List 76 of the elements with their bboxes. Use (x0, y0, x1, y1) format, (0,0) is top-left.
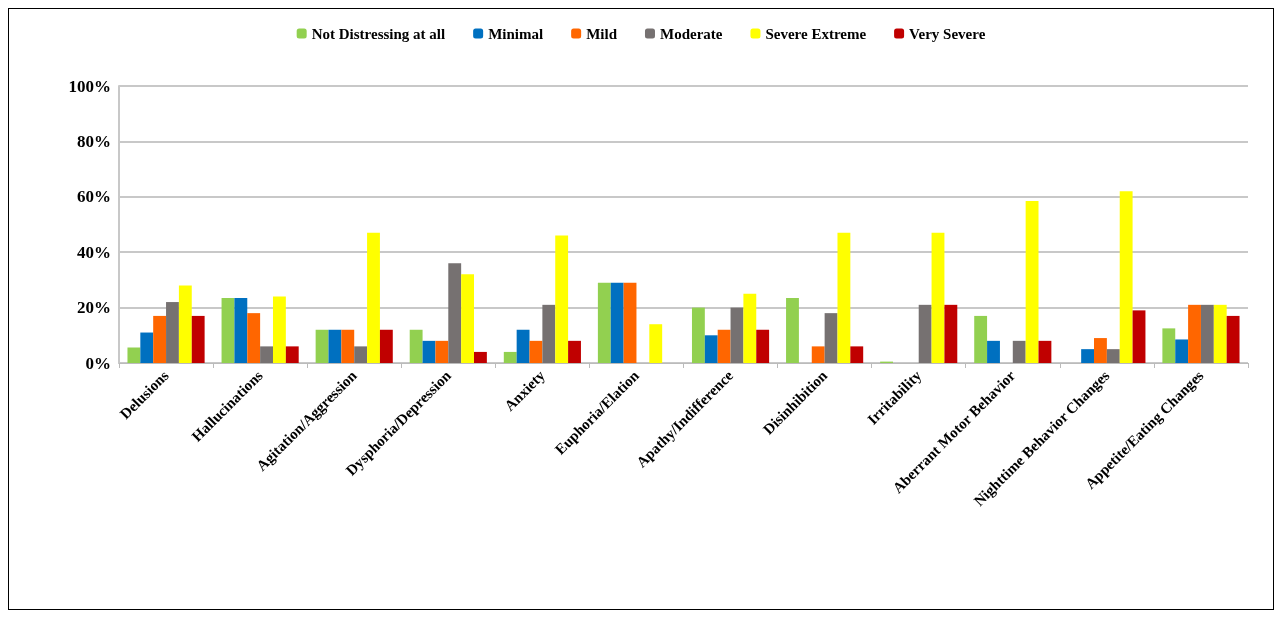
bar (1213, 304, 1227, 363)
bar (379, 329, 393, 363)
bar (328, 329, 342, 363)
bar (610, 282, 624, 363)
bar (1106, 349, 1120, 363)
bar (503, 351, 517, 363)
bar (756, 329, 770, 363)
bar (1025, 200, 1039, 363)
bar (1132, 310, 1146, 363)
bar (1081, 349, 1095, 363)
bar (568, 340, 581, 363)
bar (730, 307, 744, 363)
bar (1038, 340, 1052, 363)
bar (1200, 304, 1214, 363)
bar (717, 329, 731, 363)
bar (341, 329, 355, 363)
bar (285, 346, 299, 363)
bar (555, 235, 569, 363)
bar (623, 282, 637, 363)
bar (691, 307, 705, 363)
bar (850, 346, 864, 363)
bar (234, 297, 248, 363)
bar (786, 297, 799, 363)
bar (354, 346, 368, 363)
bar (931, 232, 945, 363)
y-tick-label: 20% (77, 298, 111, 318)
bar (704, 335, 718, 363)
bar (315, 329, 329, 363)
bar (140, 332, 154, 363)
bar (743, 293, 757, 363)
bar (127, 347, 141, 363)
legend-label: Mild (586, 25, 618, 42)
bar (542, 304, 556, 363)
bar (247, 313, 261, 363)
bar (597, 282, 611, 363)
bar (649, 324, 663, 363)
y-tick-label: 60% (77, 187, 111, 207)
legend-label: Not Distressing at all (311, 25, 446, 42)
bar (837, 232, 851, 363)
bar (974, 315, 988, 363)
y-tick-label: 80% (77, 131, 111, 151)
bar (1012, 340, 1026, 363)
bar (1119, 191, 1133, 363)
legend-label: Very Severe (909, 25, 986, 42)
bar (260, 346, 273, 363)
legend-label: Severe Extreme (765, 25, 867, 42)
y-tick-label: 40% (77, 242, 111, 262)
bar (409, 329, 423, 363)
bar (918, 304, 932, 363)
y-tick-label: 0% (85, 353, 111, 373)
bar (1162, 328, 1176, 363)
bar (1175, 339, 1189, 363)
bar (367, 232, 380, 363)
bar (221, 297, 235, 363)
legend-label: Minimal (488, 25, 544, 42)
bar (824, 313, 838, 363)
bar (811, 346, 825, 363)
bar (461, 274, 475, 363)
bar (944, 304, 958, 363)
bar (191, 315, 205, 363)
bar (422, 340, 436, 363)
legend-label: Moderate (659, 25, 723, 42)
bar (1188, 304, 1201, 363)
bar (529, 340, 543, 363)
bar (1226, 315, 1240, 363)
bar (448, 263, 462, 363)
bar (272, 296, 286, 363)
bar (474, 351, 487, 363)
bar (153, 315, 167, 363)
bar (1094, 338, 1107, 363)
bar (178, 285, 192, 363)
bar (987, 340, 1000, 363)
bar (516, 329, 530, 363)
bar (166, 302, 179, 363)
y-tick-label: 100% (68, 76, 111, 96)
bar (435, 340, 449, 363)
